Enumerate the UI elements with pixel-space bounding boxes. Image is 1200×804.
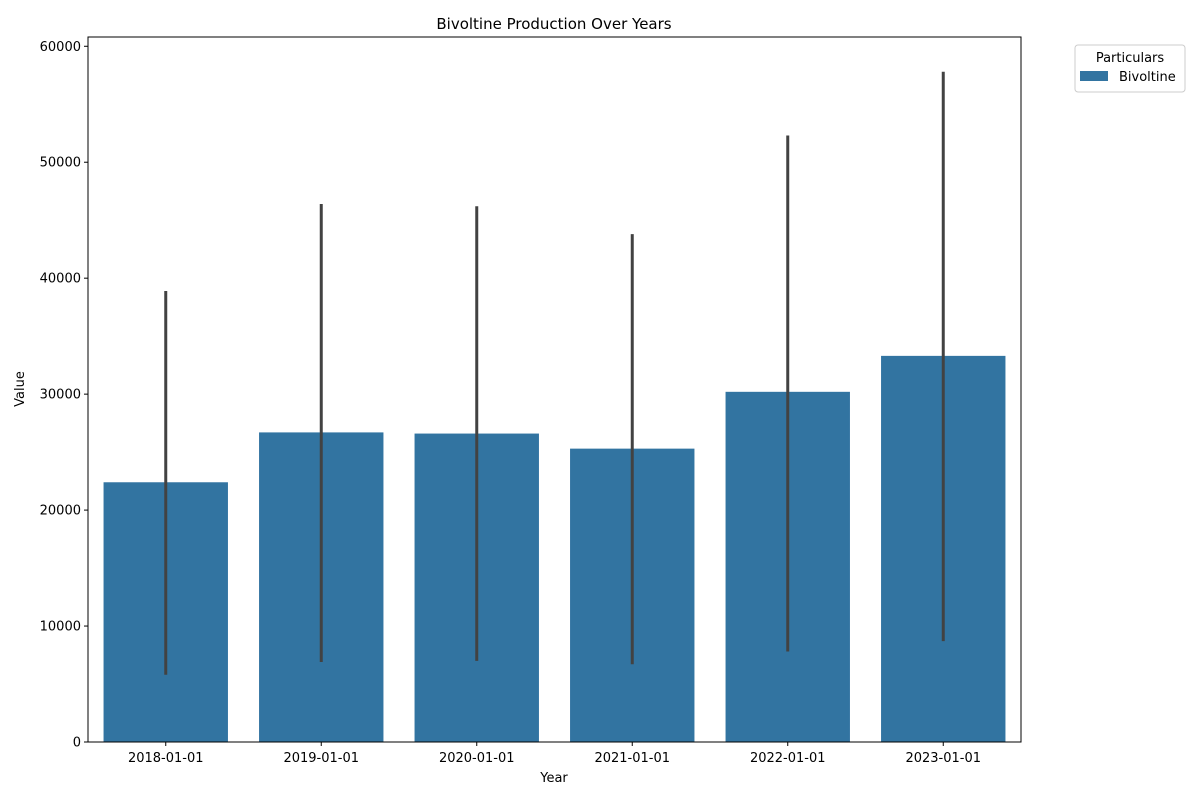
legend: Particulars Bivoltine <box>1074 44 1186 93</box>
y-axis-label: Value <box>13 371 28 407</box>
x-tick-label: 2022-01-01 <box>750 751 826 766</box>
plot-area: 2018-01-01 2019-01-01 2020-01-01 2021-01-01… <box>40 36 1022 766</box>
y-tick-label: 50000 <box>40 156 81 171</box>
plot-frame <box>87 36 1022 743</box>
x-tick-label: 2023-01-01 <box>905 751 981 766</box>
y-tick-label: 60000 <box>40 40 81 55</box>
x-axis-label: Year <box>539 771 568 786</box>
y-tick-label: 40000 <box>40 272 81 287</box>
x-tick-label: 2020-01-01 <box>439 751 515 766</box>
y-tick-label: 0 <box>73 736 81 751</box>
chart-title: Bivoltine Production Over Years <box>436 15 671 33</box>
y-tick-label: 10000 <box>40 620 81 635</box>
x-tick-label: 2019-01-01 <box>283 751 359 766</box>
x-tick-label: 2018-01-01 <box>128 751 204 766</box>
x-tick-label: 2021-01-01 <box>594 751 670 766</box>
legend-swatch <box>1080 71 1108 81</box>
y-tick-label: 20000 <box>40 504 81 519</box>
y-tick-label: 30000 <box>40 388 81 403</box>
legend-item-label: Bivoltine <box>1119 70 1176 85</box>
legend-title: Particulars <box>1096 51 1165 66</box>
